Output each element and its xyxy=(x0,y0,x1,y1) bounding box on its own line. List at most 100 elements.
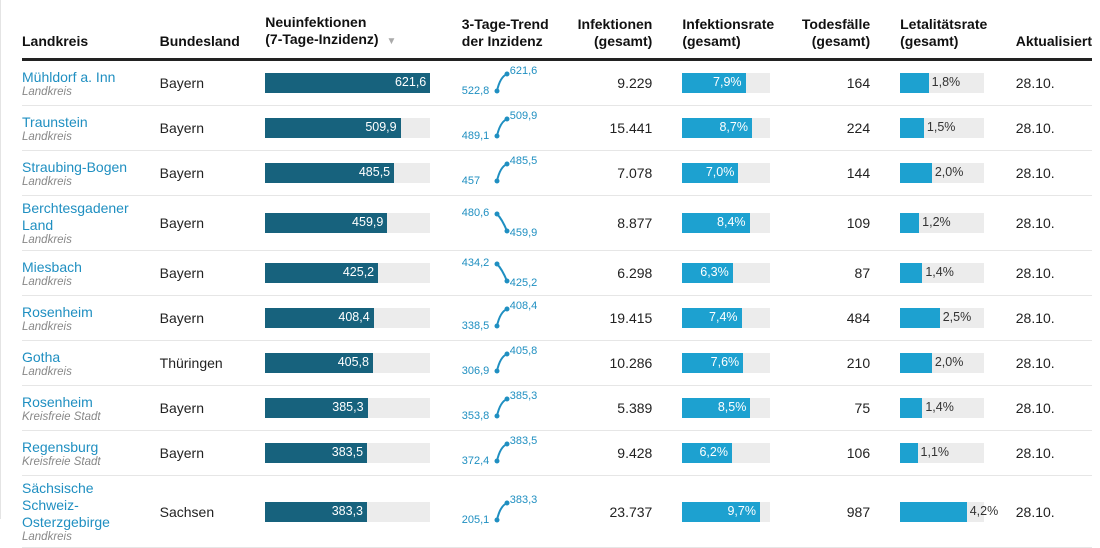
inzidenz-bar: 405,8 xyxy=(265,353,431,373)
landkreis-link[interactable]: Mühldorf a. Inn xyxy=(22,68,116,85)
todesfaelle-value: 987 xyxy=(801,475,901,548)
trend-label-1: 3-Tage-Trend xyxy=(461,16,549,32)
landkreis-link[interactable]: Traunstein xyxy=(22,113,88,130)
inzidenz-value: 459,9 xyxy=(352,215,384,229)
infektionsrate-value: 7,9% xyxy=(713,75,742,89)
bundesland: Bayern xyxy=(159,385,266,431)
col-aktualisiert[interactable]: Aktualisiert xyxy=(1015,14,1092,61)
inzidenz-value: 621,6 xyxy=(394,75,427,89)
trend: 372,4 383,5 xyxy=(462,435,552,471)
landkreis-link[interactable]: Rosenheim xyxy=(22,393,93,410)
inzidenz-bar: 485,5 xyxy=(265,163,431,183)
todesfaelle-value: 75 xyxy=(801,385,901,431)
trend: 353,8 385,3 xyxy=(462,390,552,426)
infektionsrate-bar: 6,3% xyxy=(682,263,771,283)
landkreis-link[interactable]: Sächsische Schweiz-Osterzgebirge xyxy=(22,480,110,530)
table-row: Traunstein Landkreis Bayern 509,9 489,1 50… xyxy=(22,105,1092,151)
sort-desc-icon[interactable]: ▼ xyxy=(386,36,397,47)
todesfaelle-value: 144 xyxy=(801,150,901,196)
landkreis-type: Landkreis xyxy=(22,175,72,188)
col-bundesland[interactable]: Bundesland xyxy=(159,14,266,61)
inf-label-1: Infektionen xyxy=(577,16,653,32)
trend: 489,1 509,9 xyxy=(462,110,552,146)
landkreis-link[interactable]: Regensburg xyxy=(22,438,99,455)
trend-end-label: 385,3 xyxy=(509,390,538,402)
letalitaet-bar: 1,1% xyxy=(900,443,985,463)
trend-sparkline xyxy=(494,306,510,329)
todesfaelle-value: 210 xyxy=(801,340,901,386)
tod-label-1: Todesfälle xyxy=(801,16,871,32)
landkreis-link[interactable]: Gotha xyxy=(22,348,61,365)
let-label-2: (gesamt) xyxy=(900,33,959,49)
col-trend[interactable]: 3-Tage-Trend der Inzidenz xyxy=(461,14,572,61)
landkreis-type: Kreisfreie Stadt xyxy=(22,455,101,468)
landkreis-link[interactable]: Berchtesgadener Land xyxy=(22,200,129,233)
todesfaelle-value: 106 xyxy=(801,430,901,476)
bundesland: Bayern xyxy=(159,295,266,341)
letalitaet-bar: 2,0% xyxy=(900,353,985,373)
infektionsrate-bar: 8,5% xyxy=(682,398,771,418)
table-row: Straubing-Bogen Landkreis Bayern 485,5 45… xyxy=(22,150,1092,196)
infektionsrate-value: 7,0% xyxy=(705,165,735,179)
trend-start-label: 353,8 xyxy=(461,410,490,422)
landkreis-link[interactable]: Straubing-Bogen xyxy=(22,158,128,175)
trend-start-label: 457 xyxy=(461,175,481,187)
trend-start-label: 306,9 xyxy=(461,365,490,377)
bundesland: Bayern xyxy=(159,150,266,196)
aktualisiert-value: 28.10. xyxy=(1015,59,1092,106)
header-row: Landkreis Bundesland Neuinfektionen (7-Ta… xyxy=(22,14,1092,61)
letalitaet-value: 2,0% xyxy=(934,355,964,369)
bundesland: Bayern xyxy=(159,105,266,151)
letalitaet-value: 2,0% xyxy=(934,165,964,179)
aktualisiert-value: 28.10. xyxy=(1015,385,1092,431)
col-infektionsrate[interactable]: Infektionsrate (gesamt) xyxy=(682,14,802,61)
letalitaet-bar: 1,5% xyxy=(900,118,985,138)
inzidenz-value: 509,9 xyxy=(365,120,397,134)
trend-end-label: 383,5 xyxy=(509,435,538,447)
letalitaet-bar: 1,4% xyxy=(900,398,985,418)
col-inzidenz[interactable]: Neuinfektionen (7-Tage-Inzidenz) ▼ xyxy=(265,14,462,61)
landkreis-type: Landkreis xyxy=(22,85,72,98)
trend-sparkline xyxy=(494,441,510,464)
todesfaelle-value: 109 xyxy=(801,195,901,251)
landkreis-type: Kreisfreie Stadt xyxy=(22,410,101,423)
infektionen-value: 23.737 xyxy=(571,475,683,548)
infektionen-value: 6.298 xyxy=(571,250,683,296)
trend-end-label: 425,2 xyxy=(509,277,538,289)
infektionsrate-bar: 6,2% xyxy=(682,443,771,463)
infektionsrate-bar: 8,7% xyxy=(682,118,771,138)
trend-sparkline xyxy=(494,396,510,419)
bundesland: Bayern xyxy=(159,59,266,106)
trend-end-label: 459,9 xyxy=(509,227,538,239)
landkreis-link[interactable]: Rosenheim xyxy=(22,303,93,320)
table-row: Miesbach Landkreis Bayern 425,2 434,2 425,… xyxy=(22,250,1092,296)
let-label-1: Letalitätsrate xyxy=(900,16,988,32)
tod-label-2: (gesamt) xyxy=(811,33,871,49)
infektionsrate-value: 8,5% xyxy=(717,400,747,414)
trend: 480,6 459,9 xyxy=(462,205,552,241)
bundesland: Sachsen xyxy=(159,475,266,548)
trend-start-label: 480,6 xyxy=(461,207,490,219)
col-letalitaet[interactable]: Letalitätsrate (gesamt) xyxy=(900,14,1016,61)
inzidenz-value: 485,5 xyxy=(358,165,391,179)
inzidenz-value: 408,4 xyxy=(338,310,370,324)
landkreis-type: Landkreis xyxy=(22,130,72,143)
col-todesfaelle[interactable]: Todesfälle (gesamt) xyxy=(801,14,901,61)
letalitaet-value: 1,5% xyxy=(926,120,956,134)
infektionsrate-bar: 7,6% xyxy=(682,353,771,373)
inzidenz-value: 385,3 xyxy=(332,400,364,414)
inzidenz-bar: 509,9 xyxy=(265,118,431,138)
table-row: Regensburg Kreisfreie Stadt Bayern 383,5 … xyxy=(22,430,1092,476)
trend-start-label: 522,8 xyxy=(461,85,490,97)
inzidenz-bar: 383,5 xyxy=(265,443,431,463)
table-row: Gotha Landkreis Thüringen 405,8 306,9 405,… xyxy=(22,340,1092,386)
col-infektionen[interactable]: Infektionen (gesamt) xyxy=(571,14,683,61)
col-landkreis[interactable]: Landkreis xyxy=(22,14,160,61)
letalitaet-bar: 2,5% xyxy=(900,308,985,328)
landkreis-link[interactable]: Miesbach xyxy=(22,258,82,275)
trend-end-label: 621,6 xyxy=(509,65,538,77)
trend: 434,2 425,2 xyxy=(462,255,552,291)
inzidenz-bar: 621,6 xyxy=(265,73,431,93)
letalitaet-bar: 1,2% xyxy=(900,213,985,233)
trend-sparkline xyxy=(494,500,510,522)
